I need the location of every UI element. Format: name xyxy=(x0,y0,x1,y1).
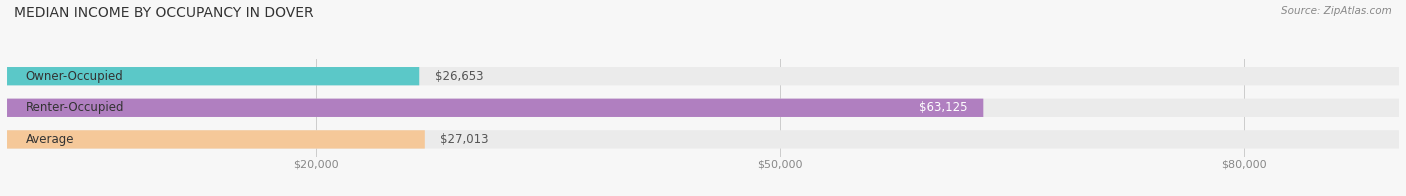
Text: MEDIAN INCOME BY OCCUPANCY IN DOVER: MEDIAN INCOME BY OCCUPANCY IN DOVER xyxy=(14,6,314,20)
Text: Owner-Occupied: Owner-Occupied xyxy=(25,70,124,83)
FancyBboxPatch shape xyxy=(7,130,425,149)
FancyBboxPatch shape xyxy=(7,99,983,117)
FancyBboxPatch shape xyxy=(7,67,419,85)
FancyBboxPatch shape xyxy=(7,130,1399,149)
Text: Source: ZipAtlas.com: Source: ZipAtlas.com xyxy=(1281,6,1392,16)
Text: $26,653: $26,653 xyxy=(434,70,484,83)
Text: Renter-Occupied: Renter-Occupied xyxy=(25,101,124,114)
Text: $27,013: $27,013 xyxy=(440,133,489,146)
FancyBboxPatch shape xyxy=(7,99,1399,117)
FancyBboxPatch shape xyxy=(7,67,1399,85)
Text: Average: Average xyxy=(25,133,75,146)
Text: $63,125: $63,125 xyxy=(920,101,967,114)
